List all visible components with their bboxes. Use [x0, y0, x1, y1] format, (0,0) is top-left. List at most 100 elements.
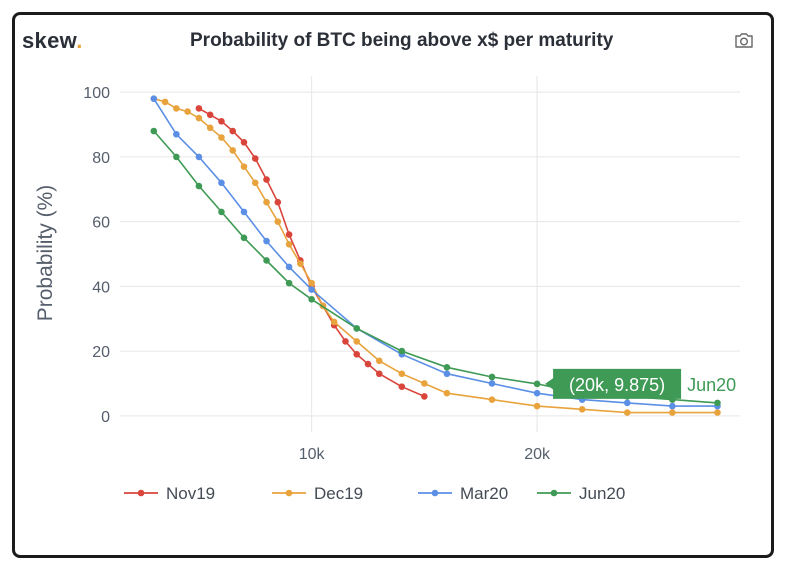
data-point[interactable] — [195, 182, 203, 190]
legend-item-nov19[interactable]: Nov19 — [124, 484, 215, 503]
data-point[interactable] — [308, 286, 315, 293]
data-point[interactable] — [443, 389, 451, 397]
data-point[interactable] — [218, 118, 225, 125]
data-point[interactable] — [375, 370, 383, 378]
data-point[interactable] — [240, 208, 248, 216]
data-point[interactable] — [398, 370, 406, 378]
data-point[interactable] — [533, 389, 541, 397]
data-point[interactable] — [240, 234, 248, 242]
data-point[interactable] — [533, 402, 541, 410]
data-point[interactable] — [342, 338, 349, 345]
hover-tooltip: (20k, 9.875) Jun20 — [545, 368, 736, 399]
data-point[interactable] — [195, 153, 203, 161]
data-point[interactable] — [364, 360, 372, 368]
series-dec19[interactable] — [150, 95, 721, 416]
data-point[interactable] — [229, 147, 237, 154]
data-point[interactable] — [623, 409, 631, 416]
data-point[interactable] — [421, 393, 428, 400]
data-point[interactable] — [669, 402, 676, 410]
data-point[interactable] — [714, 399, 721, 407]
data-point[interactable] — [195, 105, 203, 112]
data-point[interactable] — [353, 351, 361, 358]
x-axis-ticks: 10k 20k — [299, 446, 551, 463]
legend-swatch-dot — [285, 489, 293, 497]
camera-icon[interactable] — [734, 32, 754, 49]
legend-label: Mar20 — [460, 484, 508, 503]
data-point[interactable] — [297, 260, 304, 268]
series-mar20[interactable] — [150, 95, 721, 410]
data-point[interactable] — [240, 163, 248, 170]
y-tick-label: 60 — [92, 215, 110, 232]
data-point[interactable] — [308, 279, 315, 287]
data-point[interactable] — [206, 111, 214, 119]
tooltip-value: (20k, 9.875) — [569, 375, 665, 395]
data-point[interactable] — [173, 105, 180, 112]
y-tick-label: 40 — [92, 279, 110, 296]
data-point[interactable] — [173, 130, 180, 138]
data-point[interactable] — [533, 380, 541, 388]
tooltip-series-name: Jun20 — [687, 375, 736, 395]
y-tick-label: 20 — [92, 344, 110, 361]
data-point[interactable] — [150, 127, 158, 135]
data-point[interactable] — [251, 155, 259, 162]
data-point[interactable] — [218, 134, 225, 141]
brand-dot: . — [76, 28, 83, 53]
data-point[interactable] — [274, 218, 282, 225]
data-point[interactable] — [285, 240, 293, 248]
data-point[interactable] — [714, 409, 721, 416]
data-point[interactable] — [578, 406, 586, 413]
data-point[interactable] — [285, 263, 293, 271]
data-point[interactable] — [161, 98, 169, 106]
data-point[interactable] — [488, 380, 496, 387]
legend-label: Jun20 — [579, 484, 625, 503]
data-point[interactable] — [263, 198, 270, 206]
legend-item-dec19[interactable]: Dec19 — [272, 484, 363, 503]
tooltip-box — [553, 368, 682, 399]
data-point[interactable] — [398, 383, 406, 390]
legend-label: Dec19 — [314, 484, 363, 503]
data-point[interactable] — [443, 363, 451, 371]
data-point[interactable] — [375, 357, 383, 365]
legend-item-jun20[interactable]: Jun20 — [537, 484, 625, 503]
data-point[interactable] — [353, 338, 361, 345]
data-point[interactable] — [398, 347, 406, 355]
data-point[interactable] — [263, 257, 270, 264]
x-tick-label: 20k — [524, 446, 551, 463]
data-point[interactable] — [206, 124, 214, 132]
data-point[interactable] — [488, 373, 496, 381]
y-tick-label: 80 — [92, 150, 110, 167]
data-point[interactable] — [330, 318, 338, 326]
data-point[interactable] — [229, 127, 237, 135]
data-point[interactable] — [184, 108, 191, 115]
data-point[interactable] — [195, 114, 203, 122]
data-point[interactable] — [353, 325, 361, 332]
data-point[interactable] — [443, 370, 451, 378]
data-point[interactable] — [150, 95, 158, 102]
data-point[interactable] — [173, 153, 180, 161]
data-point[interactable] — [488, 396, 496, 403]
data-point[interactable] — [285, 231, 293, 238]
data-point[interactable] — [263, 176, 270, 183]
data-point[interactable] — [285, 279, 293, 287]
series-lines — [150, 95, 721, 416]
data-point[interactable] — [218, 208, 225, 216]
data-point[interactable] — [623, 399, 631, 407]
data-point[interactable] — [308, 296, 315, 303]
series-jun20[interactable] — [150, 127, 721, 407]
data-point[interactable] — [251, 179, 259, 187]
legend-swatch-dot — [137, 489, 145, 497]
data-point[interactable] — [240, 139, 248, 146]
gridlines — [120, 76, 740, 432]
y-tick-label: 100 — [83, 85, 110, 102]
series-line — [153, 98, 718, 407]
data-point[interactable] — [669, 409, 676, 416]
data-point[interactable] — [218, 179, 225, 187]
data-point[interactable] — [421, 380, 428, 387]
legend-item-mar20[interactable]: Mar20 — [418, 484, 508, 503]
chart-card — [12, 12, 774, 558]
data-point[interactable] — [274, 198, 282, 206]
x-tick-label: 10k — [299, 446, 326, 463]
legend-label: Nov19 — [166, 484, 215, 503]
data-point[interactable] — [263, 237, 270, 245]
